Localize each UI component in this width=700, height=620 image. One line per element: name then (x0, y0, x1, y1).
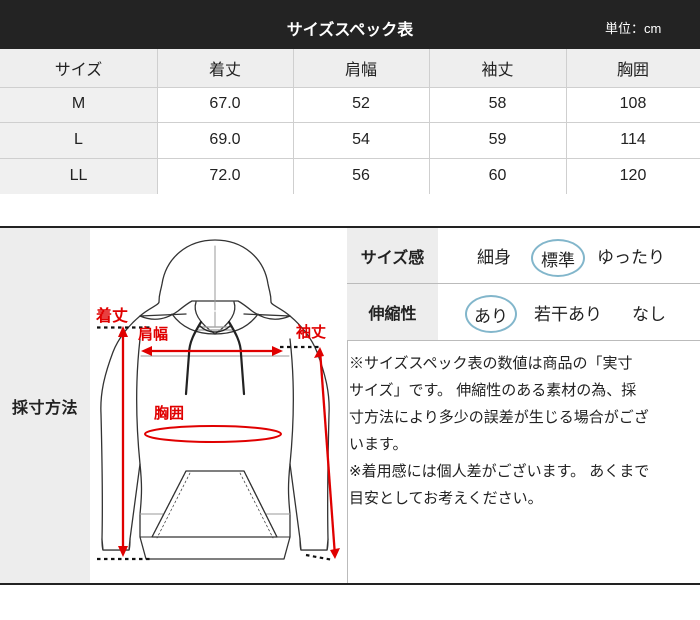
svg-text:着丈: 着丈 (95, 306, 128, 325)
svg-text:胸囲: 胸囲 (154, 404, 184, 422)
svg-text:袖丈: 袖丈 (296, 323, 326, 341)
svg-text:肩幅: 肩幅 (138, 325, 168, 343)
